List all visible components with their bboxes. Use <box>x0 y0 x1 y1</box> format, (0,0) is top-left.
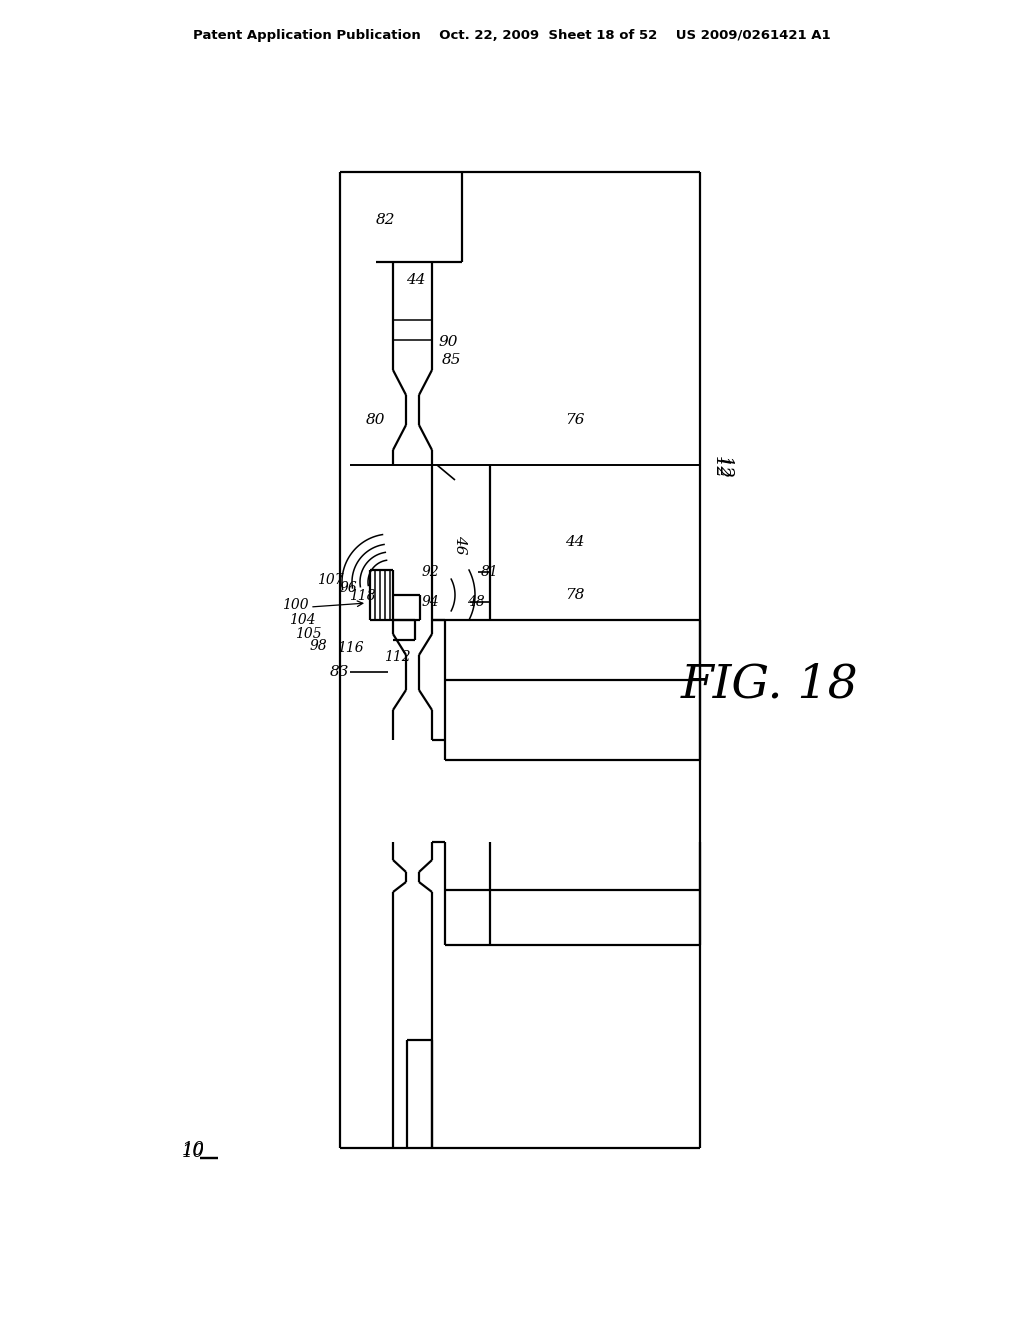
Text: 118: 118 <box>349 589 376 603</box>
Text: FIG. 18: FIG. 18 <box>681 663 859 708</box>
Text: 10: 10 <box>181 1140 205 1159</box>
Text: 105: 105 <box>295 627 322 642</box>
Text: 76: 76 <box>565 413 585 426</box>
Text: 94: 94 <box>421 595 439 609</box>
Text: 12: 12 <box>715 457 733 479</box>
Text: 112: 112 <box>384 649 411 664</box>
Text: 107: 107 <box>316 573 343 587</box>
Text: 100: 100 <box>282 598 308 612</box>
Text: 48: 48 <box>467 595 485 609</box>
Text: 116: 116 <box>337 642 364 655</box>
Text: 44: 44 <box>565 535 585 549</box>
Text: 44: 44 <box>407 273 426 286</box>
Text: 81: 81 <box>481 565 499 579</box>
Text: 10: 10 <box>181 1143 205 1162</box>
Text: 83: 83 <box>331 665 350 678</box>
Text: 92: 92 <box>421 565 439 579</box>
Text: 12: 12 <box>711 457 729 479</box>
Text: 104: 104 <box>289 612 315 627</box>
Text: 82: 82 <box>376 213 395 227</box>
Text: 78: 78 <box>565 587 585 602</box>
Text: 98: 98 <box>309 639 327 653</box>
Text: 85: 85 <box>442 352 462 367</box>
Text: 46: 46 <box>453 535 467 554</box>
Text: Patent Application Publication    Oct. 22, 2009  Sheet 18 of 52    US 2009/02614: Patent Application Publication Oct. 22, … <box>194 29 830 41</box>
Text: 96: 96 <box>339 581 357 595</box>
Text: 90: 90 <box>438 335 458 348</box>
Text: 80: 80 <box>367 413 386 426</box>
